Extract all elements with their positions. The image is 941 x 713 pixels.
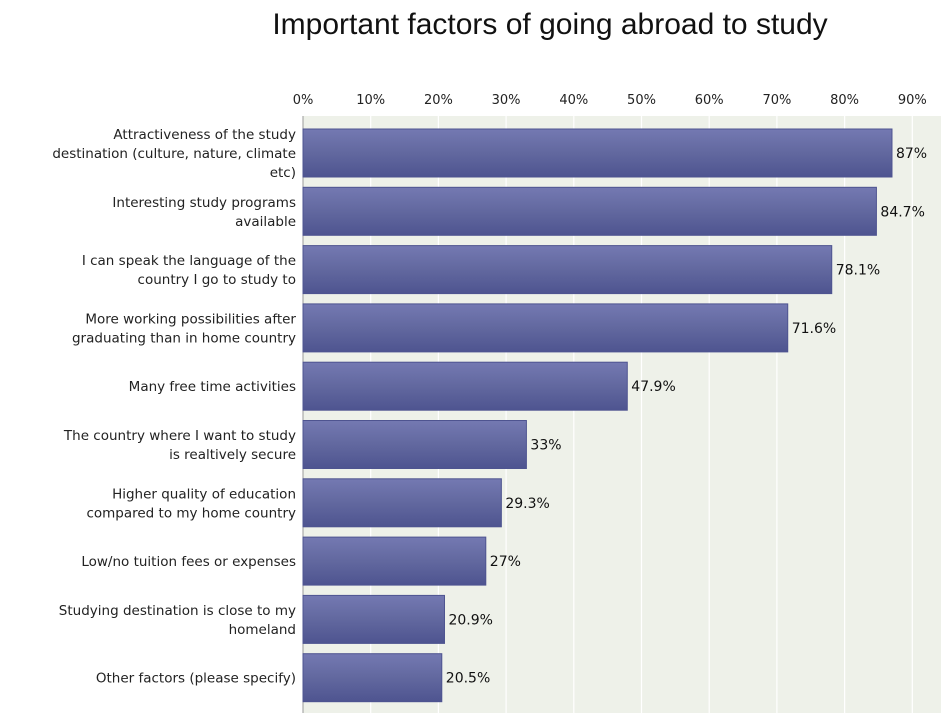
category-label-line: graduating than in home country [72, 330, 296, 346]
category-label: Low/no tuition fees or expenses [81, 554, 296, 570]
data-label: 78.1% [836, 263, 880, 279]
chart-title: Important factors of going abroad to stu… [272, 8, 828, 41]
category-label-line: country I go to study to [138, 272, 296, 288]
category-label-line: Many free time activities [129, 379, 296, 395]
category-label-line: Higher quality of education [112, 486, 296, 502]
bar [302, 303, 789, 353]
category-label-line: Low/no tuition fees or expenses [81, 554, 296, 570]
x-tick-label: 70% [762, 93, 791, 108]
category-label-line: available [235, 214, 296, 230]
category-label: Many free time activities [129, 379, 296, 395]
x-tick-label: 20% [424, 93, 453, 108]
data-labels: 87% 84.7% 78.1% 71.6% 47.9% 33% 29.3% 27% 20.9% 2… [446, 146, 927, 687]
x-tick-label: 50% [627, 93, 656, 108]
data-label: 27% [490, 554, 521, 570]
category-label-line: etc) [270, 165, 296, 181]
bar [302, 361, 628, 411]
category-label: The country where I want to study is real… [63, 428, 296, 463]
category-label-line: More working possibilities after [85, 311, 296, 327]
bar [302, 536, 487, 586]
category-label-line: homeland [229, 622, 296, 638]
category-label-line: destination (culture, nature, climate [52, 146, 296, 162]
data-label: 20.5% [446, 671, 490, 687]
category-label-line: is realtively secure [169, 447, 296, 463]
category-label-line: Interesting study programs [112, 195, 296, 211]
category-label-line: Other factors (please specify) [96, 671, 296, 687]
category-label-line: Studying destination is close to my [59, 603, 296, 619]
x-tick-label: 30% [492, 93, 521, 108]
category-label: I can speak the language of the country I… [82, 253, 296, 288]
x-tick-label: 90% [898, 93, 927, 108]
x-tick-label: 60% [695, 93, 724, 108]
data-label: 47.9% [631, 379, 675, 395]
category-label: Other factors (please specify) [96, 671, 296, 687]
data-label: 29.3% [505, 496, 549, 512]
x-tick-label: 80% [830, 93, 859, 108]
category-label-line: The country where I want to study [63, 428, 296, 444]
data-label: 71.6% [792, 321, 836, 337]
bars [302, 128, 893, 703]
x-tick-label: 10% [356, 93, 385, 108]
category-label-line: Attractiveness of the study [113, 127, 296, 143]
bar [302, 128, 893, 178]
bar [302, 186, 877, 236]
x-tick-label: 0% [293, 93, 314, 108]
category-label: Higher quality of education compared to m… [86, 486, 296, 521]
category-labels: Attractiveness of the study destination (… [52, 127, 296, 687]
bar [302, 420, 527, 469]
bar [302, 653, 443, 703]
data-label: 84.7% [880, 204, 924, 220]
bar [302, 478, 502, 528]
x-axis-ticks: 0% 10% 20% 30% 40% 50% 60% 70% 80% 90% [293, 93, 927, 108]
bar [302, 245, 833, 295]
category-label: Attractiveness of the study destination (… [52, 127, 296, 181]
data-label: 20.9% [448, 612, 492, 628]
data-label: 87% [896, 146, 927, 162]
data-label: 33% [530, 438, 561, 454]
category-label: More working possibilities after graduati… [72, 311, 296, 346]
x-tick-label: 40% [559, 93, 588, 108]
category-label-line: compared to my home country [86, 505, 296, 521]
category-label: Interesting study programs available [112, 195, 296, 230]
category-label-line: I can speak the language of the [82, 253, 296, 269]
bar [302, 594, 445, 644]
category-label: Studying destination is close to my homel… [59, 603, 296, 638]
